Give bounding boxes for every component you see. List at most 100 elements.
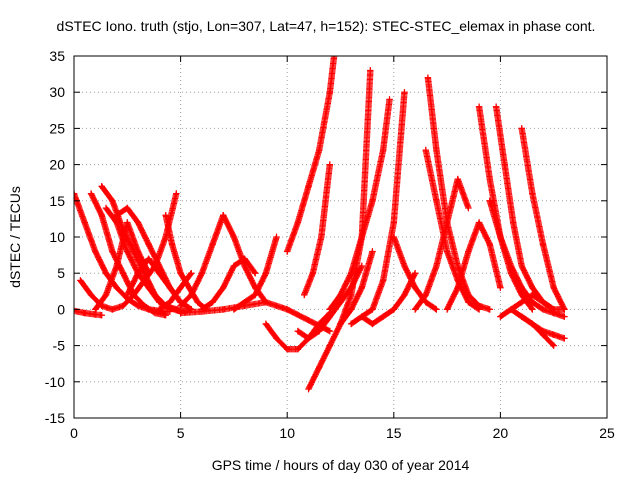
data-point [465, 291, 472, 299]
data-point [262, 270, 270, 277]
data-point [443, 306, 451, 313]
data-point [145, 241, 152, 248]
data-point [358, 284, 366, 291]
series-markers [492, 103, 568, 313]
series-23 [347, 89, 408, 328]
data-point [98, 311, 105, 319]
data-point [443, 248, 451, 255]
series-7 [92, 219, 152, 313]
data-point [550, 284, 557, 291]
data-point [518, 284, 525, 291]
data-point [315, 146, 323, 154]
series-11 [177, 212, 227, 309]
data-point [188, 270, 195, 277]
data-point [113, 219, 120, 226]
data-point [220, 212, 227, 219]
data-point [305, 335, 312, 342]
data-point [518, 298, 525, 306]
x-tick-label: 25 [599, 425, 615, 441]
data-point [401, 89, 408, 96]
data-point [326, 313, 334, 320]
data-point [230, 233, 238, 241]
data-point [241, 255, 248, 262]
data-point [367, 67, 374, 74]
data-point [209, 241, 216, 248]
data-point [109, 248, 116, 255]
data-point [166, 284, 174, 291]
series-33 [518, 125, 568, 313]
data-point [326, 342, 334, 349]
series-markers [301, 161, 333, 299]
data-point [358, 233, 366, 241]
data-point [92, 306, 99, 313]
y-tick-label: -15 [45, 410, 65, 426]
data-point [550, 306, 557, 313]
y-tick-label: 25 [49, 120, 65, 136]
data-point [284, 306, 291, 313]
data-point [326, 306, 334, 313]
series-21 [326, 96, 393, 313]
data-point [358, 313, 366, 320]
data-point [177, 309, 184, 317]
data-point [486, 197, 493, 204]
data-point [369, 306, 376, 313]
data-point [347, 270, 355, 277]
series-25 [390, 233, 440, 313]
data-point [305, 385, 312, 393]
data-point [379, 146, 387, 154]
data-point [77, 277, 84, 284]
data-point [145, 255, 152, 262]
data-point [262, 298, 270, 306]
data-point [98, 212, 105, 219]
data-point [390, 233, 397, 241]
data-point [305, 183, 312, 190]
series-27 [422, 146, 483, 313]
data-point [369, 197, 376, 204]
data-point [518, 125, 525, 132]
data-point [156, 306, 163, 313]
data-point [102, 204, 110, 212]
series-24 [358, 270, 419, 328]
data-point [98, 183, 105, 190]
data-point [177, 302, 184, 309]
data-point [337, 320, 344, 328]
data-point [369, 248, 376, 255]
data-point [497, 233, 504, 241]
data-point [194, 298, 201, 306]
data-point [497, 284, 504, 291]
y-tick-label: 15 [49, 193, 65, 209]
data-point [347, 320, 355, 328]
data-point [92, 248, 99, 255]
data-point [443, 219, 451, 226]
series-10 [156, 270, 195, 313]
data-point [134, 302, 142, 309]
data-point [386, 96, 393, 103]
data-point [109, 197, 116, 204]
data-point [550, 331, 557, 338]
data-point [411, 306, 419, 313]
series-36 [518, 313, 557, 349]
x-tick-label: 0 [70, 425, 78, 441]
data-point [145, 270, 152, 277]
data-point [454, 284, 461, 291]
data-point [507, 306, 515, 313]
data-point [141, 302, 148, 309]
data-point [497, 313, 504, 320]
data-point [433, 146, 440, 154]
data-point [162, 311, 169, 319]
data-point [124, 204, 131, 212]
data-point [102, 291, 110, 299]
data-point [465, 298, 472, 306]
data-point [241, 262, 248, 270]
data-point [173, 190, 180, 197]
data-point [198, 308, 206, 315]
series-19 [284, 56, 338, 255]
data-point [454, 262, 461, 270]
series-28 [424, 74, 493, 313]
data-point [539, 306, 547, 313]
data-point [130, 291, 137, 299]
y-axis-title: dSTEC / TECUs [7, 186, 23, 288]
data-point [330, 56, 338, 60]
data-point [134, 219, 142, 226]
